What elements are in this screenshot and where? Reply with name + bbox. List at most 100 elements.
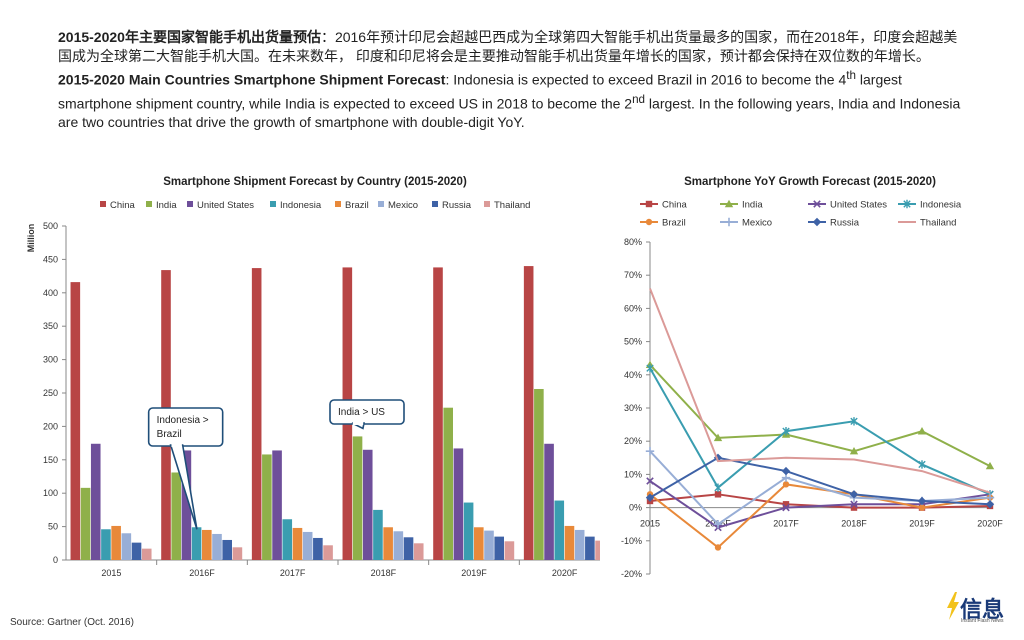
- bar-indonesia-2019F: [463, 502, 474, 560]
- callout-text-0-0: Indonesia >: [157, 415, 209, 426]
- y-tick-label-1: 50: [48, 522, 58, 532]
- en-body-2: largest smartphone shipment country, whi…: [58, 71, 902, 112]
- bar-mexico-2018F: [393, 531, 404, 560]
- legend-marker-5: [724, 217, 734, 227]
- cn-title: 2015-2020年主要国家智能手机出货量预估: [58, 29, 321, 45]
- y-tick-label-4: 200: [43, 421, 58, 431]
- logo-subtext: Instant Flash News: [961, 618, 1004, 624]
- chinese-paragraph: 2015-2020年主要国家智能手机出货量预估：2016年预计印尼会超越巴西成为…: [58, 28, 968, 66]
- point-india-2018F: [849, 446, 859, 455]
- bar-indonesia-2016F: [191, 527, 202, 560]
- series-line-thailand: [649, 288, 991, 494]
- bar-mexico-2019F: [484, 530, 494, 560]
- bar-thailand-2017F: [323, 545, 333, 560]
- bar-india-2019F: [443, 407, 453, 560]
- point-russia-2018F: [849, 490, 859, 499]
- legend-swatch-6: [432, 201, 438, 207]
- point-china-2017F: [782, 501, 790, 508]
- line-chart-title: Smartphone YoY Growth Forecast (2015-202…: [684, 176, 936, 188]
- legend-marker-1: [724, 199, 734, 208]
- legend-label-6: Russia: [830, 218, 860, 229]
- bar-russia-2018F: [403, 537, 414, 560]
- legend-swatch-2: [187, 201, 193, 207]
- point-brazil-2019F: [918, 504, 926, 511]
- bar-chart-title: Smartphone Shipment Forecast by Country …: [163, 176, 467, 188]
- y-tick-label-1: -10%: [621, 536, 642, 546]
- point-mexico-2015: [645, 446, 655, 456]
- y-tick-label-8: 60%: [624, 303, 642, 313]
- legend-marker-0: [645, 200, 653, 208]
- bar-brazil-2019F: [474, 527, 484, 560]
- y-tick-label-9: 70%: [624, 270, 642, 280]
- bar-chart: China India United States Indonesia Brazil Me…: [26, 200, 600, 578]
- lightning-bolt-icon: [947, 592, 959, 620]
- y-tick-label-10: 500: [43, 221, 58, 231]
- legend-label-2: United States: [197, 200, 254, 211]
- bar-thailand-2019F: [504, 541, 515, 560]
- legend-swatch-3: [270, 201, 276, 207]
- legend-marker-6: [812, 217, 822, 227]
- en-sup-2: nd: [632, 92, 646, 106]
- callout-1: India > US: [329, 399, 405, 430]
- point-russia-2015: [645, 493, 655, 502]
- source-note: Source: Gartner (Oct. 2016): [10, 617, 134, 628]
- point-indonesia-2019F: [918, 460, 926, 469]
- y-tick-label-7: 350: [43, 321, 58, 331]
- legend-swatch-4: [335, 201, 341, 207]
- x-tick-label-3: 2018F: [371, 568, 397, 578]
- bar-united-states-2015: [90, 443, 101, 560]
- y-tick-label-5: 30%: [624, 403, 642, 413]
- series-line-russia: [649, 456, 991, 506]
- y-tick-label-6: 300: [43, 355, 58, 365]
- x-tick-label-0: 2015: [101, 568, 121, 578]
- y-tick-label-4: 20%: [624, 436, 642, 446]
- callout-mask-0: [171, 443, 182, 447]
- bar-russia-2019F: [494, 536, 504, 560]
- point-india-2016F: [713, 433, 723, 442]
- bar-china-2020F: [523, 266, 534, 560]
- legend-swatch-5: [378, 201, 384, 207]
- legend-swatch-7: [484, 201, 490, 207]
- bar-india-2015: [80, 487, 91, 560]
- point-russia-2017F: [781, 466, 791, 476]
- x-tick-label-1: 2016F: [189, 568, 215, 578]
- bar-mexico-2017F: [302, 531, 313, 560]
- series-line-united-states: [649, 480, 991, 529]
- bar-indonesia-2020F: [554, 500, 565, 560]
- bar-united-states-2018F: [362, 449, 373, 560]
- legend-label-7: Thailand: [920, 218, 956, 229]
- point-indonesia-2017F: [782, 427, 790, 436]
- y-tick-label-7: 50%: [624, 337, 642, 347]
- header-text: 2015-2020年主要国家智能手机出货量预估：2016年预计印尼会超越巴西成为…: [58, 28, 968, 132]
- y-tick-label-6: 40%: [624, 370, 642, 380]
- bar-india-2016F: [171, 472, 181, 560]
- y-tick-label-0: -20%: [621, 569, 642, 579]
- bar-india-2017F: [262, 454, 272, 560]
- y-tick-label-9: 450: [43, 254, 58, 264]
- point-china-2016F: [714, 491, 722, 498]
- y-tick-label-0: 0: [53, 555, 58, 565]
- bar-india-2018F: [352, 436, 363, 560]
- y-tick-label-5: 250: [43, 388, 58, 398]
- x-tick-label-5: 2020F: [977, 519, 1003, 529]
- en-body-1: : Indonesia is expected to exceed Brazil…: [445, 71, 847, 88]
- bar-thailand-2015: [141, 548, 152, 560]
- point-russia-2020F: [985, 500, 995, 509]
- point-indonesia-2016F: [714, 483, 722, 492]
- brand-logo: 信息 Instant Flash News: [944, 590, 1014, 626]
- bar-russia-2016F: [222, 539, 232, 560]
- legend-label-6: Russia: [442, 200, 472, 211]
- bar-united-states-2017F: [272, 450, 282, 560]
- bar-china-2017F: [251, 268, 262, 560]
- bar-indonesia-2015: [101, 529, 111, 560]
- bar-thailand-2020F: [595, 540, 600, 560]
- legend-label-2: United States: [830, 200, 887, 211]
- english-paragraph: 2015-2020 Main Countries Smartphone Ship…: [58, 66, 968, 132]
- x-tick-label-0: 2015: [640, 519, 660, 529]
- legend-label-4: Brazil: [662, 218, 686, 229]
- x-tick-label-4: 2019F: [909, 519, 935, 529]
- legend-swatch-0: [100, 201, 106, 207]
- point-russia-2019F: [917, 496, 927, 506]
- callout-text-1-0: India > US: [338, 407, 385, 418]
- legend-label-0: China: [662, 200, 688, 211]
